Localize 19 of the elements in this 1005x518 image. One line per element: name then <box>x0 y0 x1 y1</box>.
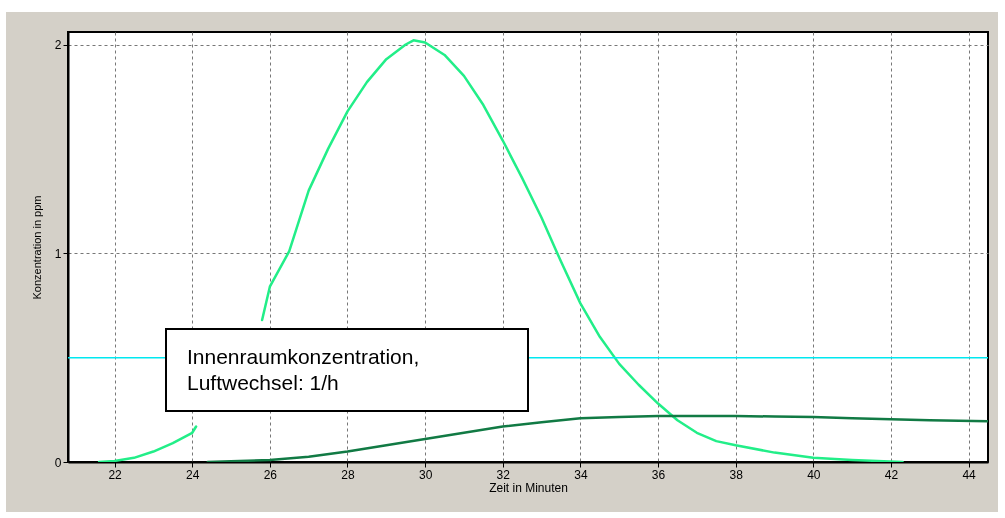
x-axis-title: Zeit in Minuten <box>489 480 568 495</box>
x-tick-label: 40 <box>807 467 821 482</box>
x-tick-label: 44 <box>962 467 977 482</box>
x-tick-label: 26 <box>263 467 278 482</box>
y-tick-label: 2 <box>54 38 62 53</box>
y-tick-label: 0 <box>54 455 62 470</box>
y-tick-label: 1 <box>54 246 62 261</box>
x-tick-label: 38 <box>729 467 744 482</box>
text-box: Innenraumkonzentration, Luftwechsel: 1/h <box>165 328 529 412</box>
x-tick-label: 30 <box>418 467 433 482</box>
line-series <box>206 414 988 462</box>
x-tick-label: 22 <box>108 467 123 482</box>
x-tick-label: 24 <box>186 467 200 482</box>
y-axis-title: Konzentration in ppm <box>30 195 43 300</box>
x-tick-label: 42 <box>884 467 899 482</box>
x-tick-label: 34 <box>574 467 588 482</box>
x-tick-label: 36 <box>651 467 666 482</box>
x-tick-label: 28 <box>341 467 355 482</box>
x-tick-label: 32 <box>496 467 511 482</box>
